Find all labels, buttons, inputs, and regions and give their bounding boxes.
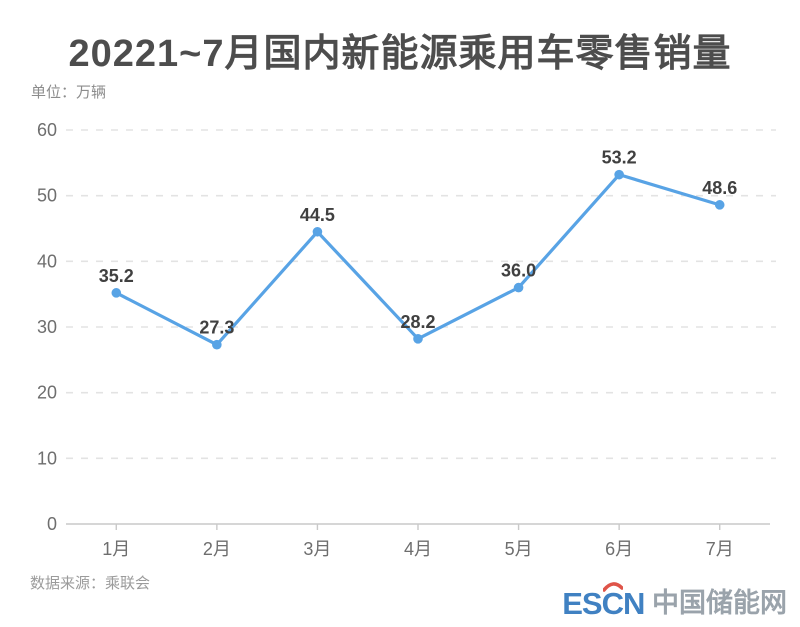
data-point-value-label: 35.2 [99,266,134,286]
data-point [111,288,122,298]
data-point [413,334,423,344]
y-axis-tick-label: 50 [37,186,57,206]
escn-logo: ESCN 中国储能网 [562,582,787,626]
y-axis-tick-label: 0 [47,514,57,534]
line-chart-canvas: 0 10 20 30 40 50 60 1月 2月 3月 4月 5月 6月 7月 35.2 27.3 44.5 2… [37,120,776,559]
x-axis-tick-label: 4月 [404,539,432,559]
data-point-value-label: 36.0 [501,261,536,281]
data-point-value-label: 27.3 [199,318,234,338]
y-axis-tick-label: 20 [37,383,57,403]
data-point-value-label: 48.6 [702,178,737,198]
data-point [312,226,323,237]
y-axis-tick-label: 30 [37,317,57,337]
escn-logo-cjk-text: 中国储能网 [652,588,787,618]
escn-logo-latin-text: ESCN [562,582,652,621]
data-point [614,169,624,180]
data-point-value-label: 44.5 [300,205,335,225]
x-axis-tick-label: 2月 [203,539,231,559]
data-point [714,200,725,210]
x-axis-tick-label: 3月 [303,539,331,559]
data-point-value-label: 53.2 [602,148,637,168]
data-point [212,339,222,350]
x-axis-tick-label: 6月 [605,539,633,559]
x-axis-tick-label: 7月 [706,539,734,559]
unit-label: 单位：万辆 [31,84,107,101]
y-axis-tick-label: 40 [37,251,57,271]
data-source-label: 数据来源：乘联会 [30,575,151,592]
chart-title: 20221~7月国内新能源乘用车零售销量 [68,33,732,75]
x-axis-tick-label: 1月 [102,539,130,559]
y-axis-tick-label: 10 [37,448,57,468]
data-point [513,282,524,293]
x-axis-tick-label: 5月 [505,539,533,559]
data-point-value-label: 28.2 [400,312,435,332]
y-axis-tick-label: 60 [37,120,57,140]
